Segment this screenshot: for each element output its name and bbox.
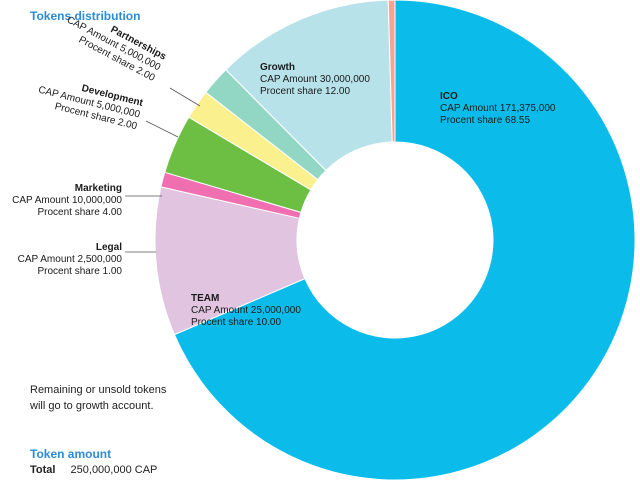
label-marketing-share: Procent share 4.00 (38, 207, 123, 218)
label-marketing-amount: CAP Amount 10,000,000 (12, 195, 122, 206)
slice-ico (173, 0, 636, 481)
chart-title: Tokens distribution (30, 9, 141, 23)
label-ico-name: ICO (440, 91, 458, 102)
total-value: 250,000,000 CAP (70, 464, 158, 476)
label-ico-share: Procent share 68.55 (440, 115, 530, 126)
leader-line-development (145, 120, 179, 138)
label-legal-share: Procent share 1.00 (38, 266, 123, 277)
label-legal-name: Legal (96, 242, 122, 253)
slice-reserve (387, 0, 396, 143)
label-legal-amount: CAP Amount 2,500,000 (18, 254, 123, 265)
label-growth-amount: CAP Amount 30,000,000 (260, 74, 370, 85)
label-marketing-name: Marketing (75, 183, 122, 194)
label-team-name: TEAM (191, 293, 219, 304)
label-growth-name: Growth (260, 62, 295, 73)
slice-growth (225, 0, 393, 172)
label-ico-amount: CAP Amount 171,375,000 (440, 103, 556, 114)
leader-line-partnerships (169, 87, 201, 107)
label-team-share: Procent share 10.00 (191, 317, 281, 328)
label-team-amount: CAP Amount 25,000,000 (191, 305, 301, 316)
total-label: Total (30, 464, 56, 476)
label-growth-share: Procent share 12.00 (260, 86, 350, 97)
remaining-tokens-note: Remaining or unsold tokens will go to gr… (30, 384, 167, 412)
token-total: Total 250,000,000 CAP (30, 464, 157, 476)
token-amount-title: Token amount (30, 447, 112, 461)
